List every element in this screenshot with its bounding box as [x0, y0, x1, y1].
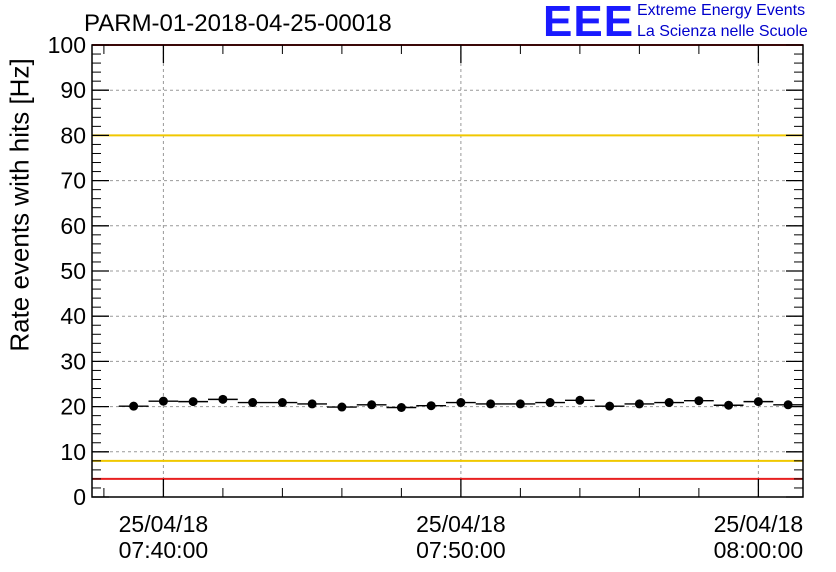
data-point — [664, 398, 674, 408]
x-tick-date-label: 25/04/18 — [714, 511, 804, 537]
data-point — [337, 402, 347, 412]
y-tick-label: 100 — [48, 32, 86, 58]
data-series — [118, 394, 803, 413]
data-point — [129, 401, 139, 411]
data-point — [367, 400, 377, 410]
data-point — [188, 397, 198, 407]
logo-line-2: La Scienza nelle Scuole — [637, 23, 808, 40]
data-point — [307, 399, 317, 409]
data-point — [218, 394, 228, 404]
tick-labels: 010203040506070809010025/04/1807:40:0025… — [48, 32, 804, 563]
y-tick-label: 30 — [60, 348, 86, 374]
data-point — [724, 400, 734, 410]
x-tick-time-label: 07:40:00 — [119, 537, 209, 563]
data-point — [515, 399, 525, 409]
data-point — [634, 399, 644, 409]
data-point — [277, 398, 287, 408]
axis-ticks — [92, 44, 803, 498]
data-point — [605, 401, 615, 411]
x-tick-time-label: 07:50:00 — [416, 537, 506, 563]
data-point — [248, 398, 258, 408]
grid-layer — [92, 45, 803, 497]
x-tick-time-label: 08:00:00 — [714, 537, 804, 563]
x-tick-date-label: 25/04/18 — [119, 511, 209, 537]
y-tick-label: 60 — [60, 213, 86, 239]
data-point — [396, 403, 406, 413]
y-tick-label: 80 — [60, 122, 86, 148]
data-point — [545, 398, 555, 408]
data-point — [753, 397, 763, 407]
y-tick-label: 90 — [60, 77, 86, 103]
eee-logo-mark: EEE — [543, 0, 635, 46]
data-point — [456, 398, 466, 408]
y-tick-label: 20 — [60, 394, 86, 420]
data-point — [486, 399, 496, 409]
y-tick-label: 50 — [60, 258, 86, 284]
y-tick-label: 10 — [60, 439, 86, 465]
chart-title: PARM-01-2018-04-25-00018 — [84, 10, 392, 37]
y-tick-label: 70 — [60, 168, 86, 194]
x-tick-date-label: 25/04/18 — [416, 511, 506, 537]
data-point — [783, 400, 793, 410]
data-point — [575, 395, 585, 405]
data-point — [694, 396, 704, 406]
logo-line-1: Extreme Energy Events — [637, 2, 806, 19]
data-point — [158, 396, 168, 406]
y-tick-label: 0 — [73, 484, 86, 510]
data-point — [426, 401, 436, 411]
reference-lines — [92, 44, 803, 480]
y-tick-label: 40 — [60, 303, 86, 329]
